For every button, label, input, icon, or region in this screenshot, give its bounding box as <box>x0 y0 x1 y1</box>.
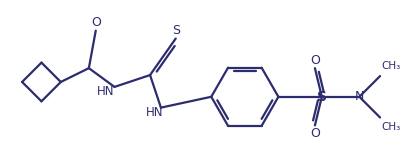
Text: O: O <box>310 127 320 140</box>
Text: CH₃: CH₃ <box>381 122 400 132</box>
Text: S: S <box>172 24 180 37</box>
Text: CH₃: CH₃ <box>381 61 400 71</box>
Text: O: O <box>310 54 320 67</box>
Text: HN: HN <box>146 106 164 119</box>
Text: S: S <box>317 90 327 104</box>
Text: O: O <box>91 16 101 29</box>
Text: HN: HN <box>97 85 114 98</box>
Text: N: N <box>355 90 364 103</box>
